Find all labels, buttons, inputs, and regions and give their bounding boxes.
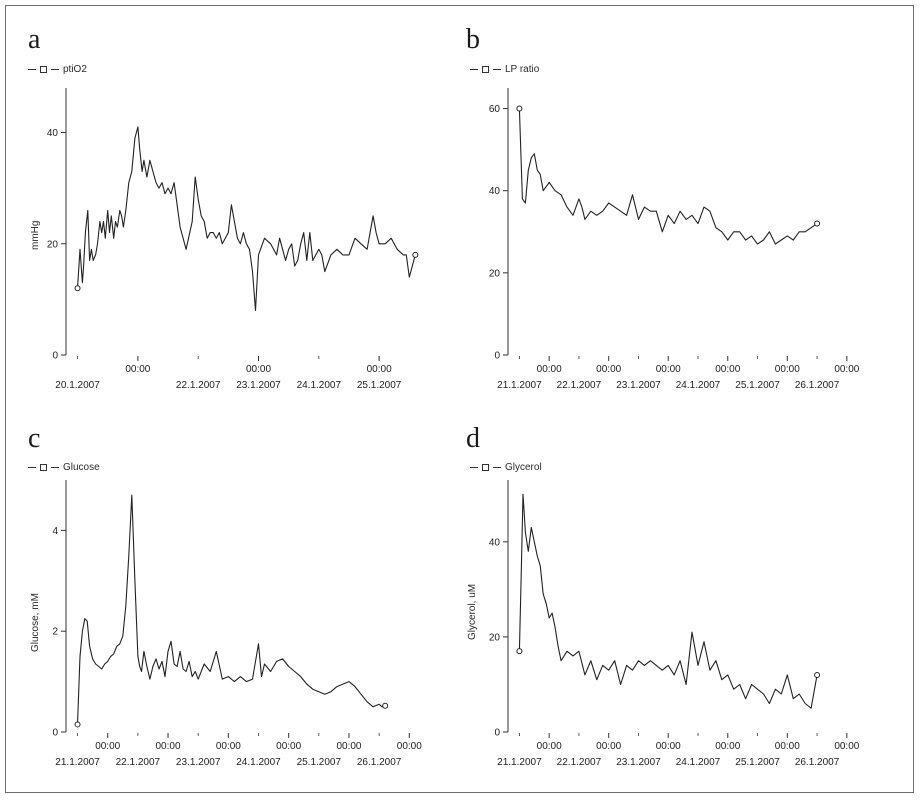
y-tick-label: 40 [489,537,501,548]
x-date-label: 23.1.2007 [176,757,221,768]
panel-letter-b: b [466,24,480,55]
legend-line-marker [28,467,36,468]
legend-label: Glycerol [505,462,542,473]
legend-label: ptiO2 [63,64,87,75]
x-tick-label: 00:00 [95,741,120,752]
x-date-label: 22.1.2007 [116,757,161,768]
x-date-label: 22.1.2007 [557,757,602,768]
x-date-label: 22.1.2007 [176,380,221,391]
x-date-label: 24.1.2007 [297,380,342,391]
legend-square-marker [40,66,47,73]
legend-line-marker [493,467,501,468]
x-tick-label: 00:00 [276,741,301,752]
legend-line-marker [493,69,501,70]
series-start-marker [516,648,523,655]
legend-line-marker [51,467,59,468]
figure-frame [5,5,914,793]
x-tick-label: 00:00 [715,364,740,375]
y-tick-label: 20 [489,268,501,279]
series-end-marker [814,220,821,227]
x-tick-label: 00:00 [834,364,859,375]
series-end-marker [382,702,389,709]
chart-a: 0 20 40 00:00 00:00 00:00 20.1.2007 22.1.2007 23… [47,88,419,391]
legend-square-marker [482,464,489,471]
x-tick-label: 00:00 [834,741,859,752]
x-date-label: 21.1.2007 [55,757,100,768]
x-date-label: 25.1.2007 [297,757,342,768]
legend-c: Glucose [28,462,100,473]
y-tick-label: 20 [489,632,501,643]
chart-c: 0 2 4 00:00 00:00 00:00 00:00 00:00 00:00 21.1.20… [52,480,422,768]
series-line-c [76,494,386,725]
series-line-a [76,126,416,312]
x-date-label: 23.1.2007 [616,380,661,391]
x-date-label: 25.1.2007 [357,380,402,391]
x-date-label: 24.1.2007 [236,757,281,768]
series-end-marker [412,251,419,258]
x-tick-label: 00:00 [656,364,681,375]
legend-label: Glucose [63,462,100,473]
x-tick-label: 00:00 [715,741,740,752]
y-tick-label: 60 [489,104,501,115]
legend-b: LP ratio [470,64,539,75]
x-tick-label: 00:00 [216,741,241,752]
legend-line-marker [51,69,59,70]
x-date-label: 25.1.2007 [735,380,780,391]
x-date-label: 21.1.2007 [497,757,542,768]
x-date-label: 24.1.2007 [676,380,721,391]
chart-b: 0 20 40 60 00:00 00:00 00:00 00:00 00:00 00:00 21.… [489,88,860,391]
legend-line-marker [28,69,36,70]
x-date-label: 26.1.2007 [795,380,840,391]
x-date-label: 20.1.2007 [55,380,100,391]
x-tick-label: 00:00 [156,741,181,752]
x-date-label: 25.1.2007 [735,757,780,768]
x-date-label: 24.1.2007 [676,757,721,768]
panel-letter-a: a [28,24,41,55]
y-tick-label: 20 [47,239,59,250]
legend-line-marker [470,69,478,70]
x-tick-label: 00:00 [397,741,422,752]
y-axis-title-d: Glycerol, uM [467,583,478,640]
y-tick-label: 0 [52,351,58,362]
x-tick-label: 00:00 [367,364,392,375]
series-start-marker [74,285,81,292]
y-tick-label: 2 [52,627,58,638]
series-line-d [518,493,818,709]
legend-line-marker [470,467,478,468]
x-date-label: 26.1.2007 [795,757,840,768]
x-date-label: 26.1.2007 [357,757,402,768]
chart-d: 0 20 40 00:00 00:00 00:00 00:00 00:00 00:00 21.1.… [489,480,860,768]
x-date-label: 22.1.2007 [557,380,602,391]
x-tick-label: 00:00 [537,364,562,375]
y-tick-label: 4 [52,526,58,537]
series-start-marker [516,105,523,112]
panel-letter-d: d [466,423,480,454]
x-tick-label: 00:00 [246,364,271,375]
y-tick-label: 0 [494,351,500,362]
x-tick-label: 00:00 [656,741,681,752]
x-date-label: 23.1.2007 [236,380,281,391]
series-line-b [518,108,818,245]
x-date-label: 23.1.2007 [616,757,661,768]
x-date-label: 21.1.2007 [497,380,542,391]
y-tick-label: 40 [47,128,59,139]
x-tick-label: 00:00 [125,364,150,375]
series-start-marker [74,721,81,728]
x-tick-label: 00:00 [336,741,361,752]
legend-square-marker [482,66,489,73]
y-tick-label: 40 [489,186,501,197]
x-tick-label: 00:00 [775,364,800,375]
x-tick-label: 00:00 [537,741,562,752]
y-tick-label: 0 [52,728,58,739]
x-tick-label: 00:00 [596,364,621,375]
series-end-marker [814,671,821,678]
x-tick-label: 00:00 [775,741,800,752]
x-tick-label: 00:00 [596,741,621,752]
legend-square-marker [40,464,47,471]
legend-a: ptiO2 [28,64,87,75]
legend-label: LP ratio [505,64,540,75]
y-tick-label: 0 [494,728,500,739]
panel-letter-c: c [28,423,41,454]
legend-d: Glycerol [470,462,542,473]
